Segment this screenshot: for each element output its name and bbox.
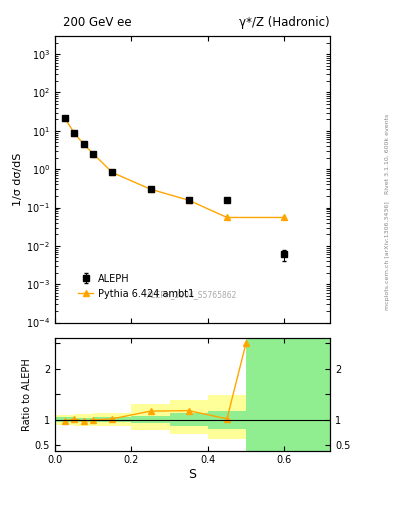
Pythia 6.424 ambt1: [62, 115, 67, 121]
Pythia 6.424 ambt1: [225, 215, 230, 221]
X-axis label: S: S: [189, 468, 196, 481]
Pythia 6.424 ambt1: [110, 169, 115, 176]
Text: mcplots.cern.ch [arXiv:1306.3436]: mcplots.cern.ch [arXiv:1306.3436]: [385, 202, 389, 310]
Text: Rivet 3.1.10, 600k events: Rivet 3.1.10, 600k events: [385, 114, 389, 194]
Text: 200 GeV ee: 200 GeV ee: [63, 15, 132, 29]
Text: ALEPH_2004_S5765862: ALEPH_2004_S5765862: [147, 291, 238, 300]
Text: γ*/Z (Hadronic): γ*/Z (Hadronic): [239, 15, 330, 29]
Line: Pythia 6.424 ambt1: Pythia 6.424 ambt1: [62, 115, 287, 220]
Pythia 6.424 ambt1: [91, 151, 95, 157]
Pythia 6.424 ambt1: [148, 186, 153, 193]
Pythia 6.424 ambt1: [81, 141, 86, 147]
Y-axis label: 1/σ dσ/dS: 1/σ dσ/dS: [13, 153, 23, 206]
Pythia 6.424 ambt1: [282, 215, 286, 221]
Y-axis label: Ratio to ALEPH: Ratio to ALEPH: [22, 358, 32, 431]
Pythia 6.424 ambt1: [186, 197, 191, 203]
Legend: ALEPH, Pythia 6.424 ambt1: ALEPH, Pythia 6.424 ambt1: [73, 269, 199, 304]
Pythia 6.424 ambt1: [72, 130, 77, 136]
